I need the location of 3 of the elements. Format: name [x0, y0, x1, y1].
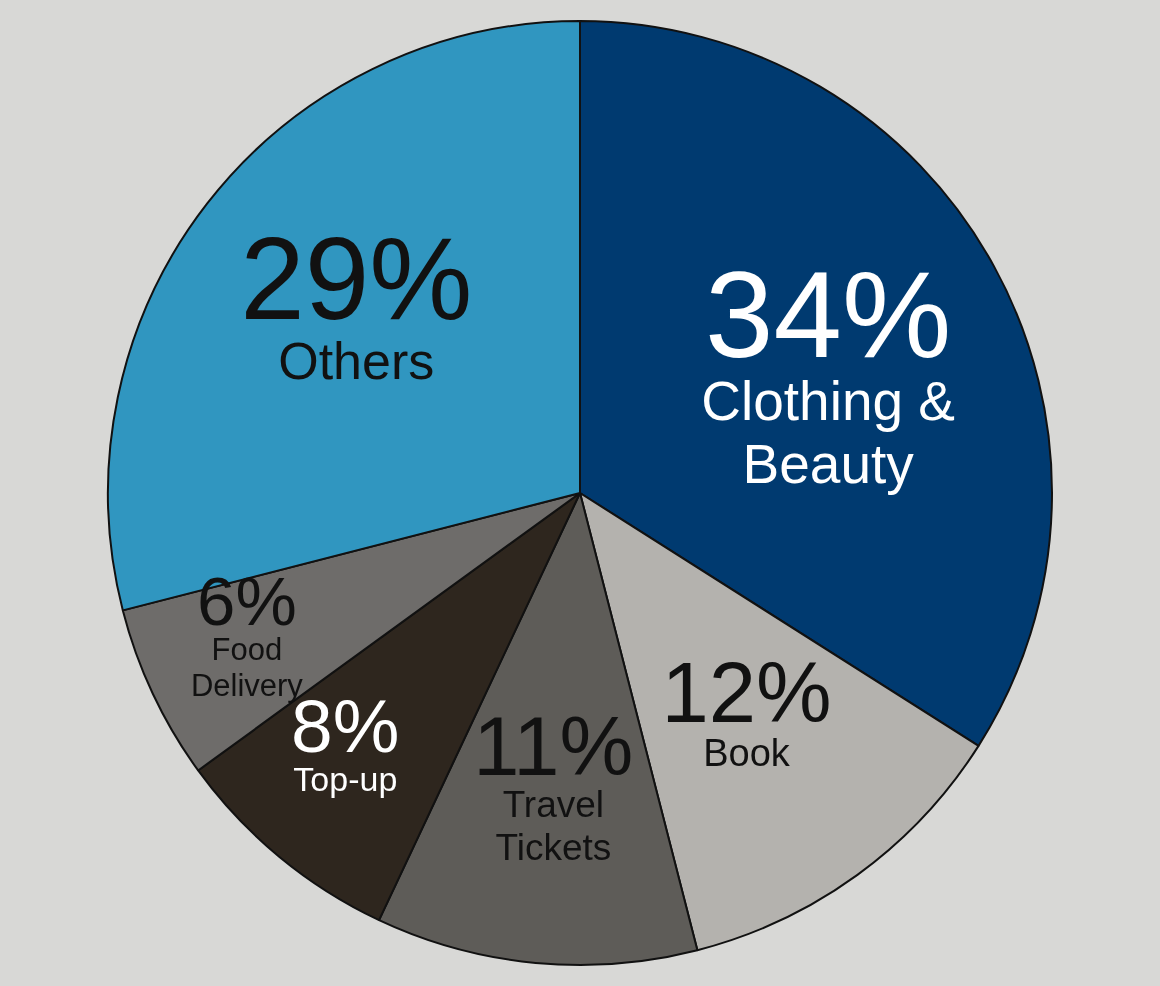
slice-label: Top-up [293, 759, 398, 798]
slice-label: Others [278, 332, 435, 391]
slice-label: Clothing & Beauty [701, 369, 956, 496]
